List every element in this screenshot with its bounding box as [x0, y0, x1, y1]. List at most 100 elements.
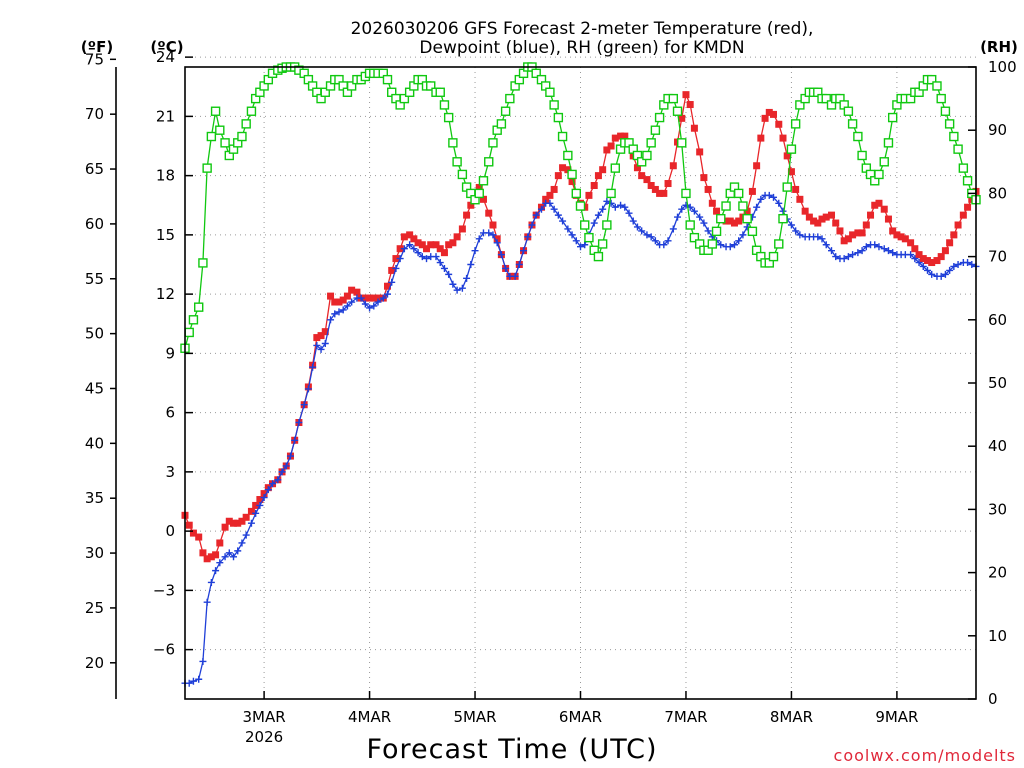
- temperature-point: [779, 134, 787, 142]
- temperature-point: [651, 185, 659, 193]
- rh-point: [847, 119, 858, 129]
- dewpoint-point: [880, 245, 888, 253]
- celsius-tick-label: 12: [156, 285, 175, 303]
- dewpoint-point: [537, 205, 545, 213]
- rh-tick-label: 30: [988, 500, 1007, 518]
- dewpoint-point: [594, 211, 602, 219]
- fahrenheit-tick-label: 20: [85, 654, 104, 672]
- dewpoint-point: [471, 247, 479, 255]
- fahrenheit-tick-label: 70: [85, 105, 104, 123]
- date-tick-label: 4MAR: [348, 708, 391, 726]
- rh-point: [707, 239, 718, 249]
- dewpoint-point: [225, 549, 233, 557]
- dewpoint-point: [453, 286, 461, 294]
- rh-point: [681, 188, 691, 199]
- rh-point: [545, 87, 555, 97]
- rh-point: [786, 144, 797, 154]
- rh-point: [571, 188, 581, 199]
- dewpoint-point: [343, 302, 351, 310]
- dewpoint-point: [216, 559, 224, 567]
- rh-point: [452, 157, 462, 167]
- dewpoint-point: [660, 241, 668, 249]
- temperature-point: [889, 227, 897, 235]
- temperature-point: [678, 114, 686, 122]
- temperature-point: [832, 219, 840, 227]
- dewpoint-point: [185, 679, 193, 687]
- temperature-point: [686, 101, 694, 109]
- dewpoint-point: [449, 280, 457, 288]
- temperature-point: [647, 182, 655, 189]
- rh-point: [650, 125, 661, 135]
- celsius-tick-label: 9: [165, 344, 175, 362]
- dewpoint-point: [339, 306, 347, 314]
- temperature-point: [221, 523, 229, 531]
- temperature-point: [836, 227, 844, 235]
- dewpoint-point: [313, 341, 321, 349]
- date-tick-label: 7MAR: [664, 708, 707, 726]
- temperature-point: [418, 241, 426, 249]
- rh-point: [237, 131, 247, 142]
- rh-point: [184, 327, 194, 338]
- rh-point: [220, 138, 230, 148]
- temperature-point: [964, 203, 972, 211]
- dewpoint-point: [282, 462, 290, 470]
- temperature-point: [247, 507, 255, 515]
- temperature-point: [594, 172, 602, 180]
- rh-point: [580, 220, 590, 230]
- dewpoint-point: [388, 278, 396, 286]
- dewpoint-point: [822, 241, 830, 249]
- temperature-point: [933, 257, 941, 265]
- temperature-point: [690, 124, 698, 132]
- temperature-point: [554, 172, 562, 180]
- rh-tick-label: 100: [988, 58, 1017, 76]
- dewpoint-point: [674, 213, 682, 221]
- temperature-point: [696, 148, 704, 156]
- rh-point: [531, 68, 541, 79]
- celsius-tick-label: 21: [156, 107, 175, 125]
- rh-point: [496, 119, 507, 129]
- temperature-point: [775, 120, 783, 128]
- temperature-point: [366, 294, 374, 302]
- celsius-tick-label: 15: [156, 226, 175, 244]
- dewpoint-point: [335, 308, 343, 316]
- dewpoint-point: [475, 235, 483, 243]
- dewpoint-point: [234, 547, 242, 555]
- temperature-point: [467, 201, 475, 209]
- temperature-point: [700, 174, 708, 182]
- rh-point: [399, 93, 410, 104]
- celsius-tick-label: 24: [156, 48, 175, 66]
- date-tick-label: 9MAR: [875, 708, 918, 726]
- dewpoint-point: [968, 261, 976, 268]
- dewpoint-point: [524, 233, 532, 241]
- rh-point: [944, 119, 955, 129]
- dewpoint-point: [572, 237, 580, 245]
- dewpoint-point: [463, 274, 471, 282]
- dewpoint-point: [203, 598, 211, 606]
- rh-point: [962, 176, 973, 186]
- dewpoint-point: [607, 199, 615, 207]
- temperature-point: [585, 191, 593, 199]
- fahrenheit-tick-label: 55: [85, 270, 104, 288]
- dewpoint-point: [528, 221, 536, 229]
- dewpoint-point: [704, 227, 712, 235]
- temperature-point: [792, 185, 800, 193]
- dewpoint-point: [189, 677, 197, 685]
- temperature-point: [216, 539, 224, 547]
- dewpoint-point: [432, 253, 440, 261]
- rh-point: [439, 100, 450, 110]
- credit-link[interactable]: coolwx.com/modelts: [834, 746, 1016, 765]
- temperature-point: [880, 205, 888, 213]
- temperature-point: [950, 231, 958, 239]
- temperature-point: [805, 213, 813, 221]
- temperature-point: [432, 241, 440, 249]
- dewpoint-point: [664, 237, 672, 245]
- dewpoint-point: [844, 253, 852, 261]
- chart-title-line1: 2026030206 GFS Forecast 2-meter Temperat…: [351, 19, 814, 39]
- dewpoint-point: [406, 241, 414, 249]
- dewpoint-point: [678, 205, 686, 213]
- dewpoint-point: [690, 207, 698, 215]
- temperature-point: [884, 215, 892, 223]
- temperature-point: [617, 132, 625, 140]
- dewpoint-point: [493, 239, 501, 247]
